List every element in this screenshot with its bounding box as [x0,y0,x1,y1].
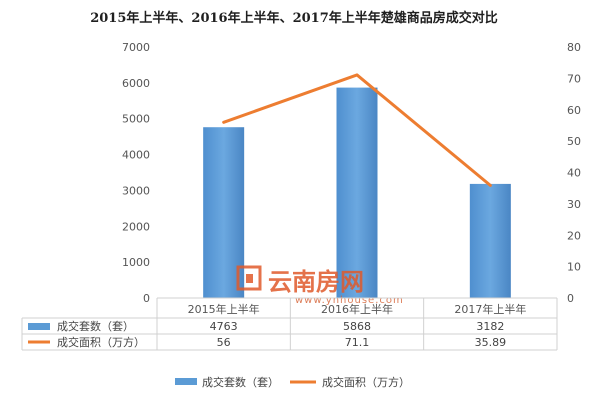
table-cell: 4763 [210,320,238,333]
y-right-tick-label: 50 [567,135,581,148]
y-left-tick-label: 4000 [122,149,150,162]
x-category-label: 2017年上半年 [454,302,526,316]
y-right-tick-label: 80 [567,41,581,54]
y-left-tick-label: 1000 [122,256,150,269]
line-layer [222,73,492,187]
y-left-tick-label: 6000 [122,77,150,90]
table-legend-key-bar [28,323,50,330]
y-left-tick-label: 2000 [122,220,150,233]
x-category-label: 2015年上半年 [188,302,260,316]
y-right-tick-label: 0 [567,292,574,305]
table-series-name: 成交面积（万方） [57,335,145,349]
watermark-url: www.ynhouse.com [295,295,404,306]
y-left-tick-label: 3000 [122,184,150,197]
y-right-tick-label: 40 [567,167,581,180]
table-cell: 56 [217,336,231,349]
y-left-tick-label: 7000 [122,41,150,54]
watermark: 云南房网 www.ynhouse.com [236,265,404,306]
y-right-tick-label: 10 [567,261,581,274]
line-series-area [222,73,492,187]
y-right-tick-label: 30 [567,198,581,211]
legend: 成交套数（套） 成交面积（万方） [175,375,410,389]
table-series-name: 成交套数（套） [57,319,134,333]
bars-layer [203,87,511,298]
chart-title: 2015年上半年、2016年上半年、2017年上半年楚雄商品房成交对比 [90,10,498,26]
watermark-logo-icon [236,265,262,291]
legend-label-bar: 成交套数（套） [202,375,279,389]
table-cell: 35.89 [475,336,507,349]
bar-2 [336,87,378,298]
axes-layer: 0 1000 2000 3000 4000 5000 6000 7000 0 10 20 30 40 50… [122,41,581,305]
y-right-tick-label: 60 [567,104,581,117]
watermark-logo-inner [246,274,253,283]
table-cell: 5868 [343,320,371,333]
x-category-label: 2016年上半年 [321,302,393,316]
bar-3 [469,183,511,298]
legend-label-line: 成交面积（万方） [322,375,410,389]
y-right-tick-label: 20 [567,229,581,242]
table-cell: 71.1 [345,336,370,349]
y-right-tick-label: 70 [567,72,581,85]
legend-key-bar [175,378,197,385]
y-left-tick-label: 0 [143,292,150,305]
watermark-text: 云南房网 [268,268,364,296]
y-left-tick-label: 5000 [122,113,150,126]
table-cell: 3182 [476,320,504,333]
